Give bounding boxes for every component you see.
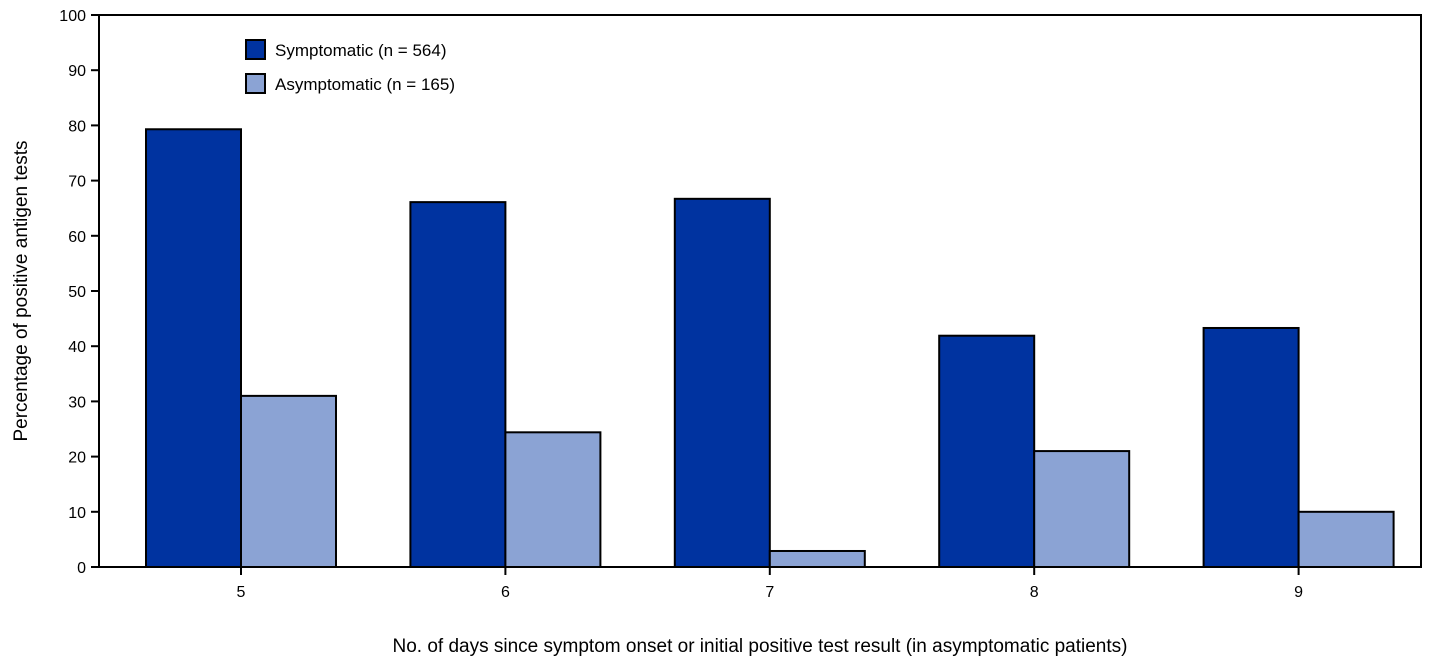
- bar-asymptomatic-day-9: [1297, 510, 1395, 568]
- y-axis: 0 10 20 30 40 50 60 70 80 90 100: [59, 8, 99, 577]
- x-axis: 5 6 7 8 9: [237, 567, 1303, 601]
- bar-symptomatic-day-6: [409, 201, 507, 569]
- x-tick-label: 5: [237, 584, 246, 601]
- bar-symptomatic-day-8: [938, 334, 1036, 568]
- y-tick-label: 40: [68, 339, 86, 356]
- bars-layer: [145, 128, 1395, 569]
- y-tick-label: 60: [68, 229, 86, 246]
- bar-symptomatic-day-9: [1202, 326, 1300, 569]
- y-tick-label: 70: [68, 174, 86, 191]
- y-tick-label: 0: [77, 560, 86, 577]
- bar-asymptomatic-day-8: [1033, 450, 1131, 568]
- bar-asymptomatic-day-5: [240, 394, 337, 568]
- legend-label-asymptomatic: Asymptomatic (n = 165): [275, 75, 455, 94]
- y-tick-label: 50: [68, 284, 86, 301]
- bar-symptomatic-day-5: [145, 128, 242, 568]
- bar-symptomatic-day-7: [673, 197, 771, 568]
- x-tick-label: 9: [1294, 584, 1303, 601]
- y-tick-label: 20: [68, 450, 86, 467]
- bar-asymptomatic-day-6: [504, 431, 602, 569]
- y-tick-label: 10: [68, 505, 86, 522]
- y-axis-title: Percentage of positive antigen tests: [11, 140, 32, 441]
- legend-swatch-symptomatic: [245, 39, 266, 60]
- x-tick-label: 8: [1030, 584, 1039, 601]
- y-tick-label: 100: [59, 8, 86, 25]
- legend-label-symptomatic: Symptomatic (n = 564): [275, 41, 447, 60]
- bar-asymptomatic-day-7: [768, 549, 866, 569]
- x-tick-label: 7: [765, 584, 774, 601]
- legend: Symptomatic (n = 564) Asymptomatic (n = 1…: [245, 39, 455, 94]
- legend-swatch-asymptomatic: [245, 73, 266, 94]
- y-tick-label: 90: [68, 63, 86, 80]
- x-tick-label: 6: [501, 584, 510, 601]
- y-tick-label: 30: [68, 394, 86, 411]
- y-tick-label: 80: [68, 118, 86, 135]
- x-axis-title: No. of days since symptom onset or initi…: [393, 636, 1128, 657]
